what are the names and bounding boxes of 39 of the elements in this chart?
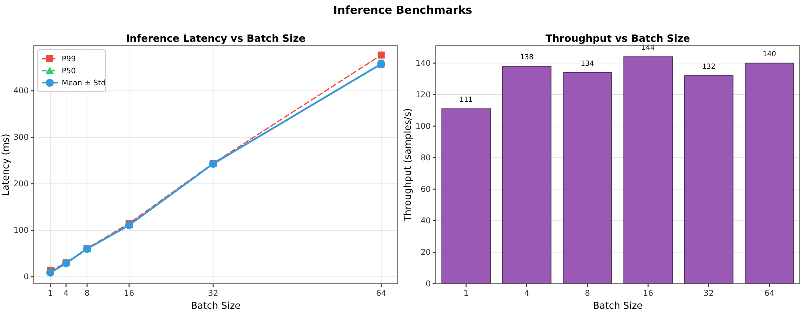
x-tick-label: 32 xyxy=(704,289,714,298)
x-tick-label: 4 xyxy=(64,289,69,298)
y-axis-title: Latency (ms) xyxy=(1,134,12,196)
text: Inference Benchmarks xyxy=(334,4,473,17)
bar xyxy=(563,72,612,284)
x-tick-label: 8 xyxy=(585,289,590,298)
y-tick-label: 80 xyxy=(420,153,431,162)
bar xyxy=(745,62,794,284)
x-tick-label: 32 xyxy=(208,289,218,298)
y-tick-label: 400 xyxy=(14,86,29,96)
y-tick-label: 60 xyxy=(420,184,431,194)
y-tick-label: 0 xyxy=(24,272,29,282)
y-tick-label: 100 xyxy=(14,226,29,236)
y-tick-label: 120 xyxy=(416,90,431,100)
y-tick-label: 200 xyxy=(14,180,29,189)
x-tick-label: 8 xyxy=(84,289,90,298)
bar xyxy=(684,76,734,284)
y-tick-label: 100 xyxy=(416,122,431,131)
point xyxy=(378,52,385,59)
x-tick-label: 4 xyxy=(524,289,530,298)
x-axis-title: Batch Size xyxy=(593,301,644,312)
y-tick-label: 140 xyxy=(416,58,431,68)
x-axis-title: Batch Size xyxy=(191,301,242,312)
chart-title: Throughput vs Batch Size xyxy=(546,34,690,45)
y-tick-label: 0 xyxy=(426,280,431,289)
y-tick-label: 40 xyxy=(420,216,431,226)
bar xyxy=(624,56,673,284)
y-tick-label: 20 xyxy=(420,248,431,258)
x-tick-label: 1 xyxy=(464,289,469,298)
x-tick-label: 64 xyxy=(764,289,775,298)
x-tick-label: 16 xyxy=(643,289,654,298)
x-tick-label: 16 xyxy=(124,289,134,298)
x-tick-label: 1 xyxy=(48,289,54,298)
y-tick-label: 300 xyxy=(14,133,29,142)
chart-title: Inference Latency vs Batch Size xyxy=(126,34,306,45)
y-axis-title: Throughput (samples/s) xyxy=(403,108,414,223)
x-tick-label: 64 xyxy=(376,289,387,298)
bar xyxy=(442,108,491,284)
bar xyxy=(502,66,552,284)
